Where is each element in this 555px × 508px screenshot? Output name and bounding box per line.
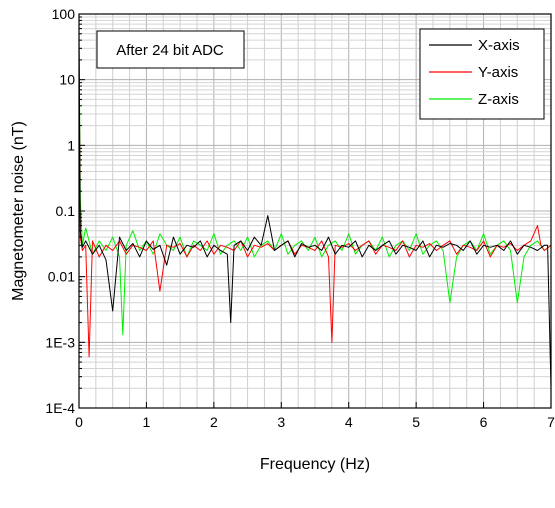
x-tick-label: 5 (412, 414, 420, 430)
legend: X-axis Y-axis Z-axis (419, 28, 545, 120)
series-line-x-axis (78, 40, 552, 389)
y-tick-label: 100 (52, 6, 76, 22)
x-tick-label: 6 (480, 414, 488, 430)
x-tick-label: 0 (75, 414, 83, 430)
legend-label: X-axis (478, 37, 520, 54)
y-tick-label: 0.01 (48, 269, 75, 285)
y-tick-label: 0.1 (56, 203, 76, 219)
x-tick-label: 2 (210, 414, 218, 430)
y-tick-label: 1E-3 (45, 334, 75, 350)
x-axis-title: Frequency (Hz) (260, 456, 370, 473)
annotation-box: After 24 bit ADC (96, 30, 245, 69)
y-tick-label: 1E-4 (45, 400, 75, 416)
x-tick-label: 1 (143, 414, 151, 430)
annotation-text: After 24 bit ADC (116, 42, 224, 59)
grid-lines (79, 14, 551, 408)
y-tick-label: 10 (59, 72, 75, 88)
series-layer (78, 28, 552, 389)
y-tick-label: 1 (67, 137, 75, 153)
x-tick-label: 3 (277, 414, 285, 430)
x-tick-label: 7 (547, 414, 555, 430)
legend-label: Y-axis (478, 64, 518, 81)
axis-ticks: 0 1 2 3 4 5 6 7 1E-4 1E-3 0.01 0.1 1 10 100 (45, 6, 555, 430)
plot-frame (78, 13, 552, 409)
legend-label: Z-axis (478, 91, 519, 108)
x-tick-label: 4 (345, 414, 353, 430)
y-axis-title: Magnetometer noise (nT) (10, 121, 27, 301)
